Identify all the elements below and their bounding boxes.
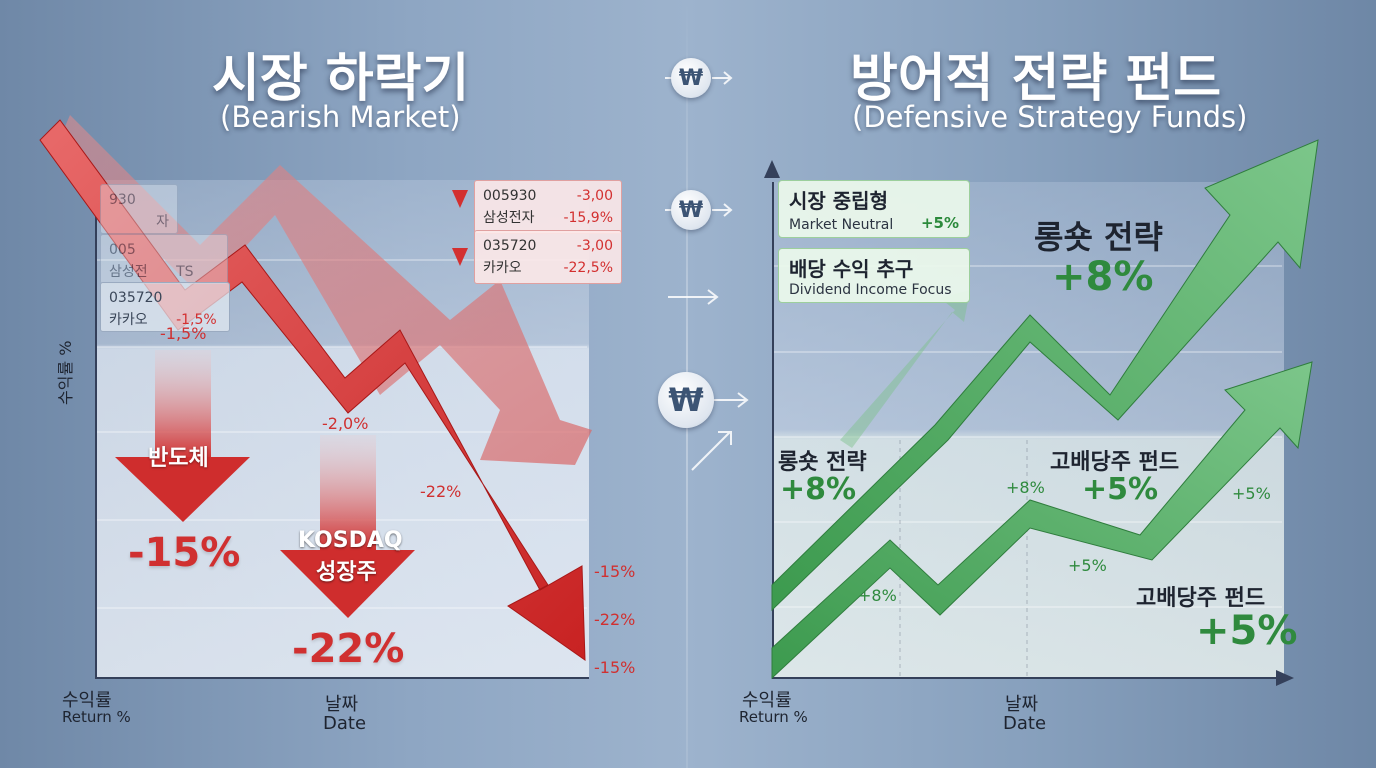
- right-x-axis-ko: 날짜: [1005, 694, 1039, 715]
- point-label: -15%: [594, 562, 636, 581]
- won-coin-icon: ₩: [671, 58, 711, 98]
- point-label: +5%: [1068, 556, 1107, 575]
- point-label: -15%: [594, 658, 636, 677]
- point-label: -2,0%: [322, 414, 369, 433]
- kosdaq-arrow: [280, 435, 415, 618]
- left-subtitle: (Bearish Market): [220, 100, 461, 134]
- dividend-mid-label: 고배당주 펀드: [1050, 450, 1180, 475]
- down-triangle-icon: [452, 248, 468, 266]
- dividend-mid-value: +5%: [1082, 472, 1159, 507]
- point-label: -1,5%: [160, 324, 207, 343]
- right-corner-en: Return %: [739, 708, 808, 726]
- right-x-axis-en: Date: [1003, 713, 1047, 734]
- point-label: +5%: [1232, 484, 1271, 503]
- center-flow-arrows: [665, 71, 749, 471]
- semiconductor-value: -15%: [128, 530, 241, 576]
- market-neutral-chip: 시장 중립형 Market Neutral +5%: [778, 180, 970, 238]
- faded-ticker: 005 삼성전 TS: [100, 234, 228, 284]
- semiconductor-arrow: [115, 350, 250, 522]
- faded-ticker: 035720 카카오 -1,5%: [100, 282, 230, 332]
- left-x-axis-ko: 날짜: [325, 694, 359, 715]
- kosdaq-value: -22%: [292, 626, 405, 672]
- left-corner-ko: 수익률: [62, 690, 112, 711]
- point-label: -22%: [420, 482, 462, 501]
- dividend-income-chip: 배당 수익 추구 Dividend Income Focus: [778, 248, 970, 303]
- right-corner-ko: 수익률: [742, 690, 792, 711]
- left-y-axis-label: 수익률 %: [56, 340, 75, 405]
- longshort-mid-value: +8%: [780, 472, 857, 507]
- dividend-bottom-value: +5%: [1196, 608, 1298, 654]
- faded-ticker: 930 자: [100, 184, 178, 234]
- dividend-bottom-label: 고배당주 펀드: [1136, 586, 1266, 611]
- kosdaq-label-top: KOSDAQ: [298, 528, 403, 553]
- faded-up-arrow: [840, 290, 970, 448]
- semiconductor-label: 반도체: [148, 446, 209, 471]
- right-subtitle: (Defensive Strategy Funds): [852, 100, 1248, 134]
- down-triangle-icon: [452, 190, 468, 208]
- won-coin-icon: ₩: [671, 190, 711, 230]
- point-label: +8%: [858, 586, 897, 605]
- ticker-kakao: 035720 -3,00 카카오 -22,5%: [474, 230, 622, 284]
- ticker-samsung: 005930 -3,00 삼성전자 -15,9%: [474, 180, 622, 234]
- longshort-top-label: 롱숏 전략: [1034, 218, 1163, 256]
- left-title: 시장 하락기: [212, 49, 470, 109]
- right-x-axis-arrow: [1276, 670, 1294, 686]
- left-x-axis-en: Date: [323, 713, 367, 734]
- dividend-arrow: [771, 361, 1313, 680]
- kosdaq-label: 성장주: [316, 560, 377, 585]
- point-label: -22%: [594, 610, 636, 629]
- faded-down-arrow: [55, 115, 592, 465]
- won-coin-icon: ₩: [658, 372, 714, 428]
- longshort-top-value: +8%: [1052, 254, 1154, 300]
- longshort-arrow: [771, 139, 1319, 612]
- right-y-axis-arrow: [764, 160, 780, 178]
- left-corner-en: Return %: [62, 708, 131, 726]
- point-label: +8%: [1006, 478, 1045, 497]
- longshort-mid-label: 롱숏 전략: [778, 450, 867, 475]
- right-title: 방어적 전략 펀드: [850, 49, 1222, 109]
